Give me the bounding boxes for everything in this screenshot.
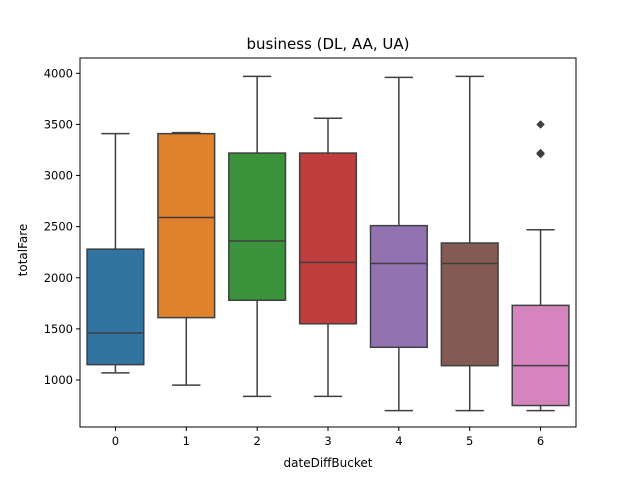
chart-title: business (DL, AA, UA) bbox=[246, 35, 409, 53]
y-tick-label: 3500 bbox=[44, 117, 73, 131]
y-tick-label: 2500 bbox=[44, 220, 73, 234]
box-group-1 bbox=[157, 131, 216, 386]
box-group-2 bbox=[228, 75, 287, 398]
x-tick-label: 6 bbox=[537, 434, 544, 448]
x-axis-label: dateDiffBucket bbox=[284, 456, 373, 470]
box-group-5 bbox=[440, 75, 499, 412]
box-5 bbox=[440, 242, 499, 367]
box-1 bbox=[157, 132, 216, 319]
box-3 bbox=[298, 152, 358, 325]
box-group-6 bbox=[511, 120, 570, 412]
plot-area bbox=[86, 75, 570, 412]
y-tick-label: 1500 bbox=[44, 322, 73, 336]
box-2 bbox=[228, 152, 287, 302]
x-tick-label: 3 bbox=[324, 434, 331, 448]
x-tick-label: 4 bbox=[395, 434, 402, 448]
box-0 bbox=[86, 248, 145, 366]
y-tick-label: 1000 bbox=[44, 373, 73, 387]
box-group-0 bbox=[86, 132, 145, 374]
y-axis-label: totalFare bbox=[16, 224, 30, 277]
box-group-3 bbox=[298, 117, 358, 398]
box-6 bbox=[511, 304, 570, 407]
y-tick-label: 3000 bbox=[44, 169, 73, 183]
y-tick-label: 2000 bbox=[44, 271, 73, 285]
outlier-point bbox=[536, 120, 545, 129]
x-tick-label: 5 bbox=[466, 434, 473, 448]
x-tick-label: 1 bbox=[183, 434, 190, 448]
outlier-point bbox=[536, 149, 545, 159]
box-group-4 bbox=[369, 76, 428, 412]
x-tick-label: 2 bbox=[253, 434, 260, 448]
box-4 bbox=[369, 224, 428, 349]
y-tick-label: 4000 bbox=[44, 66, 73, 80]
x-tick-label: 0 bbox=[112, 434, 119, 448]
axes: 1000 1500 2000 2500 3000 3500 4000 0 1 2 3 4 5 6 bbox=[44, 57, 577, 448]
